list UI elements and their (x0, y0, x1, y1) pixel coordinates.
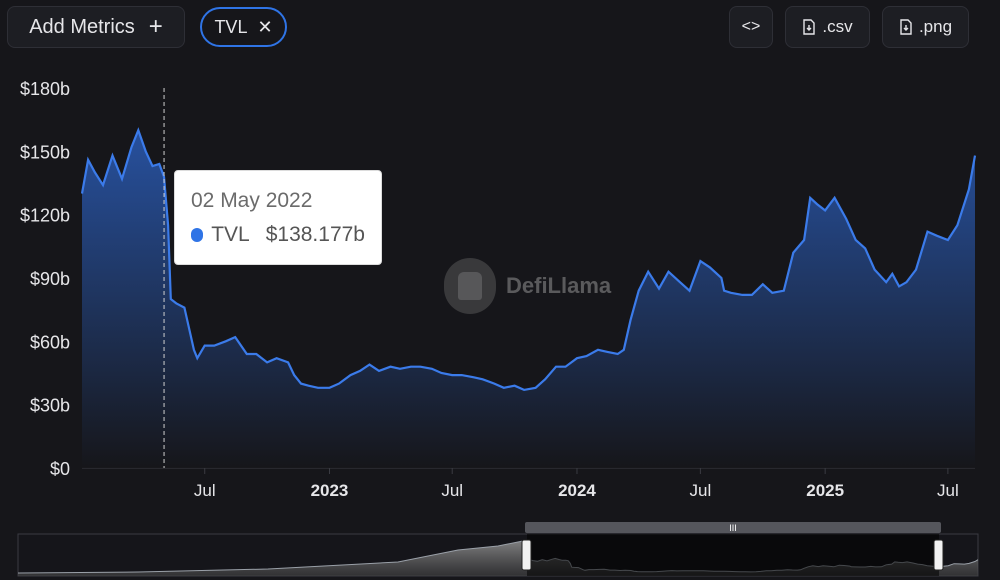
navigator-left-handle[interactable] (521, 539, 532, 571)
png-label: .png (918, 17, 953, 36)
y-tick-label: $90b (30, 269, 70, 289)
x-tick-label: Jul (937, 481, 959, 500)
csv-label: .csv (822, 17, 853, 36)
chart-tooltip: 02 May 2022 TVL $138.177b (174, 170, 382, 265)
tooltip-series-name: TVL (211, 223, 250, 246)
plus-icon: + (148, 13, 163, 40)
navigator-selection (527, 534, 939, 576)
add-metrics-button[interactable]: Add Metrics + (7, 6, 185, 48)
tvl-chart[interactable]: $0$30b$60b$90b$120b$150b$180b Jul 2023 Jul… (0, 60, 1000, 580)
download-file-icon (900, 19, 912, 35)
navigator-scrollbar[interactable] (525, 522, 941, 533)
x-tick-label: 2025 (806, 481, 844, 500)
x-tick-label: Jul (441, 481, 463, 500)
add-metrics-label: Add Metrics (29, 15, 135, 38)
tvl-series-line (80, 127, 977, 392)
tooltip-value: $138.177b (265, 223, 365, 246)
llama-logo-icon (444, 258, 496, 314)
scrollbar-grip-icon: III (729, 523, 737, 533)
close-icon[interactable]: ✕ (257, 16, 273, 37)
tvl-area (82, 130, 975, 468)
defillama-watermark: DefiLlama (444, 258, 611, 314)
x-tick-label: 2023 (311, 481, 349, 500)
watermark-text: DefiLlama (506, 273, 612, 298)
download-png-button[interactable]: .png (882, 6, 969, 48)
navigator-right-handle[interactable] (933, 539, 944, 571)
y-tick-label: $0 (50, 459, 70, 479)
embed-code-button[interactable]: <> (729, 6, 773, 48)
y-axis: $0 $30b $60b $90b $120b $150b $180b (20, 79, 70, 479)
x-tick-label: 2024 (558, 481, 596, 500)
range-navigator[interactable]: III (17, 522, 979, 577)
download-csv-button[interactable]: .csv (785, 6, 870, 48)
series-color-dot (191, 228, 204, 242)
tvl-metric-chip[interactable]: TVL ✕ (200, 7, 287, 47)
download-file-icon (803, 19, 816, 35)
y-tick-label: $180b (20, 79, 70, 99)
x-axis: Jul 2023 Jul 2024 Jul 2025 Jul (194, 468, 959, 500)
x-tick-label: Jul (690, 481, 712, 500)
x-tick-label: Jul (194, 481, 216, 500)
tooltip-date: 02 May 2022 (191, 189, 313, 212)
navigator-area (18, 541, 978, 576)
code-icon: <> (741, 18, 761, 35)
y-tick-label: $30b (30, 396, 70, 416)
y-tick-label: $120b (20, 206, 70, 226)
tvl-chip-label: TVL (214, 16, 248, 37)
y-tick-label: $60b (30, 332, 70, 352)
y-tick-label: $150b (20, 142, 70, 162)
